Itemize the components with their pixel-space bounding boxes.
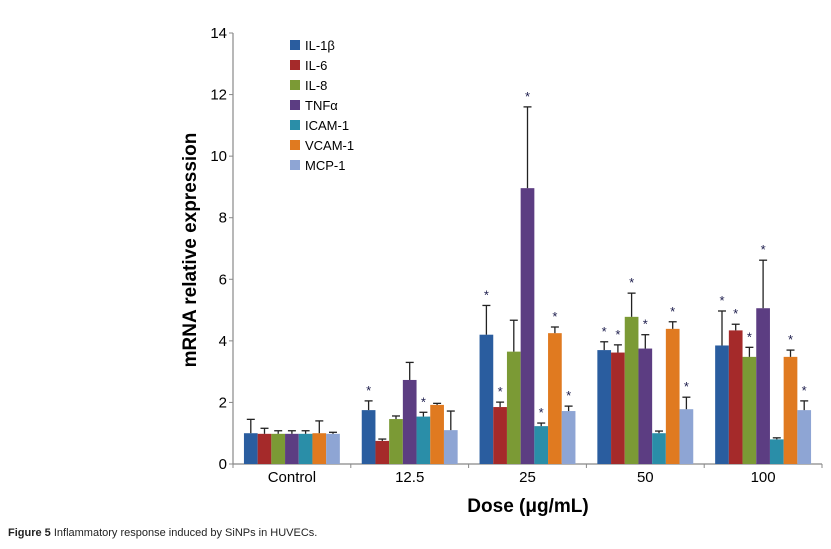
significance-marker: *: [788, 332, 793, 347]
y-tick-label: 0: [219, 456, 227, 473]
x-tick-label: 12.5: [395, 469, 424, 486]
y-tick-label: 10: [210, 148, 227, 165]
significance-marker: *: [602, 324, 607, 339]
legend-label: MCP-1: [305, 158, 345, 173]
significance-marker: *: [539, 405, 544, 420]
x-tick-label: Control: [268, 469, 316, 486]
bar: [797, 410, 812, 464]
bar: [443, 430, 458, 464]
significance-marker: *: [684, 379, 689, 394]
significance-marker: *: [629, 275, 634, 290]
legend-label: ICAM-1: [305, 118, 349, 133]
bar: [624, 316, 639, 464]
significance-marker: *: [366, 383, 371, 398]
legend: IL-1β IL-6 IL-8 TNFα ICAM-1 VCAM-1 MCP-1: [290, 38, 354, 173]
bar: [756, 308, 770, 464]
significance-marker: *: [552, 309, 557, 324]
x-tick-label: 25: [519, 469, 536, 486]
legend-swatch: [290, 100, 300, 110]
legend-swatch: [290, 60, 300, 70]
y-axis-title: mRNA relative expression: [180, 133, 201, 368]
bar: [769, 439, 784, 464]
bar: [506, 351, 521, 464]
x-tick-label: 100: [751, 469, 776, 486]
y-tick-label: 6: [219, 271, 227, 288]
bar: [611, 352, 625, 464]
bar: [257, 433, 272, 464]
legend-label: IL-6: [305, 58, 327, 73]
y-tick-label: 12: [210, 87, 227, 104]
bar: [715, 345, 729, 464]
significance-marker: *: [761, 242, 766, 257]
significance-marker: *: [615, 327, 620, 342]
significance-marker: *: [670, 304, 675, 319]
bar: [416, 416, 431, 464]
bar: [548, 333, 562, 464]
bar: [271, 433, 286, 464]
y-tick-label: 2: [219, 394, 227, 411]
bar: [402, 379, 417, 464]
legend-swatch: [290, 140, 300, 150]
bar: [326, 433, 340, 464]
significance-marker: *: [719, 293, 724, 308]
bar: [312, 433, 327, 464]
legend-label: IL-1β: [305, 38, 335, 53]
bar: [728, 330, 743, 464]
y-axis: 0 2 4 6 8 10 12 14: [210, 25, 234, 473]
significance-marker: *: [643, 317, 648, 332]
significance-marker: *: [566, 388, 571, 403]
x-axis-title: Dose (μg/mL): [467, 496, 588, 517]
significance-marker: *: [733, 306, 738, 321]
legend-swatch: [290, 160, 300, 170]
bar: [638, 348, 653, 464]
bar: [783, 356, 798, 464]
x-tick-label: 50: [637, 469, 654, 486]
bar: [665, 328, 680, 464]
legend-swatch: [290, 40, 300, 50]
legend-label: TNFα: [305, 98, 338, 113]
x-axis: Control 12.5 25 50 100: [232, 463, 823, 486]
figure-label: Figure 5: [8, 527, 51, 539]
bar: [479, 334, 494, 464]
bar: [534, 426, 549, 464]
bar: [652, 433, 666, 464]
bar: [298, 433, 313, 464]
legend-label: IL-8: [305, 78, 327, 93]
y-tick-label: 8: [219, 210, 227, 227]
bar: [597, 350, 612, 464]
y-tick-label: 4: [219, 333, 227, 350]
legend-swatch: [290, 80, 300, 90]
bars: * * * * * * * * * * * * * * * * * * * *: [243, 89, 812, 464]
bar: [375, 440, 390, 464]
bar: [430, 404, 444, 464]
significance-marker: *: [484, 287, 489, 302]
legend-swatch: [290, 120, 300, 130]
bar: [493, 407, 507, 464]
significance-marker: *: [498, 384, 503, 399]
bar: [679, 409, 694, 464]
figure-caption-text: Inflammatory response induced by SiNPs i…: [50, 527, 318, 539]
significance-marker: *: [421, 394, 426, 409]
significance-marker: *: [747, 329, 752, 344]
legend-label: VCAM-1: [305, 138, 354, 153]
bar: [520, 188, 535, 464]
bar: [361, 410, 376, 464]
significance-marker: *: [525, 89, 530, 104]
bar: [285, 433, 299, 464]
figure-caption: Figure 5 Inflammatory response induced b…: [8, 527, 317, 539]
bar: [389, 419, 403, 464]
bar: [243, 433, 258, 464]
bar: [561, 411, 576, 464]
y-tick-label: 14: [210, 25, 227, 42]
significance-marker: *: [802, 383, 807, 398]
bar: [742, 356, 757, 464]
